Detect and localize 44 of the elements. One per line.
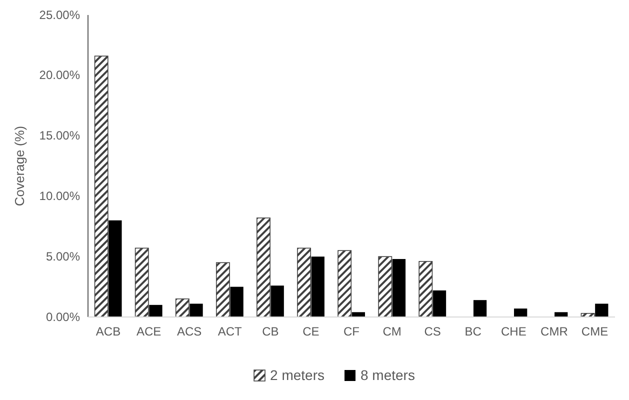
y-tick-label: 20.00% <box>39 68 80 82</box>
x-tick-label: ACS <box>177 324 202 339</box>
x-tick-label: ACE <box>136 324 162 339</box>
x-tick-label: CB <box>262 324 279 339</box>
x-tick-label: CM <box>382 324 402 339</box>
bar <box>378 256 392 318</box>
bar <box>149 304 162 317</box>
x-tick-label: CHE <box>500 324 526 339</box>
bar <box>230 286 244 317</box>
x-tick-label: ACB <box>96 324 121 339</box>
bar <box>352 312 365 317</box>
x-tick-label: CS <box>424 324 441 339</box>
x-tick-label: CE <box>302 324 320 339</box>
bar <box>392 259 406 317</box>
bar <box>514 308 528 317</box>
bar <box>94 56 108 318</box>
bar <box>554 312 568 317</box>
bar <box>595 304 608 317</box>
bar <box>338 250 352 318</box>
bar <box>311 256 324 317</box>
y-tick-label: 25.00% <box>39 8 80 22</box>
bar <box>418 261 433 318</box>
x-tick-label: ACT <box>218 324 243 339</box>
y-axis-title: Coverage (%) <box>12 126 27 206</box>
legend-label: 8 meters <box>360 367 415 383</box>
bar <box>473 300 487 317</box>
x-tick-label: BC <box>464 324 482 339</box>
legend-label: 2 meters <box>270 367 324 383</box>
y-tick-label: 5.00% <box>46 249 80 264</box>
bar <box>216 262 230 318</box>
bar <box>270 286 284 317</box>
y-tick-label: 10.00% <box>39 189 80 204</box>
x-tick-label: CME <box>581 324 608 339</box>
bar <box>175 298 190 318</box>
bar <box>108 220 122 317</box>
bar <box>432 290 446 317</box>
y-tick-label: 15.00% <box>39 128 80 143</box>
x-tick-label: CMR <box>540 324 568 339</box>
y-tick-label: 0.00% <box>46 310 80 324</box>
bar <box>297 248 312 318</box>
x-tick-label: CF <box>344 324 360 339</box>
bar <box>134 248 149 318</box>
bar <box>190 304 203 317</box>
bar <box>256 218 270 318</box>
